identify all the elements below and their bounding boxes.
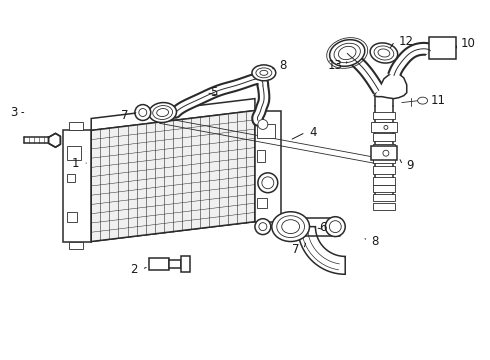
Polygon shape <box>91 99 255 130</box>
Ellipse shape <box>282 220 299 234</box>
Bar <box>255 111 281 222</box>
Bar <box>180 256 191 272</box>
Circle shape <box>259 223 267 231</box>
Bar <box>373 166 395 174</box>
Text: 6: 6 <box>319 221 327 234</box>
Polygon shape <box>374 73 407 99</box>
Ellipse shape <box>260 70 268 75</box>
Bar <box>257 125 275 138</box>
Ellipse shape <box>252 65 276 81</box>
Bar <box>429 37 456 59</box>
Circle shape <box>255 219 271 235</box>
Bar <box>257 150 265 162</box>
Ellipse shape <box>256 68 272 78</box>
Circle shape <box>384 125 388 129</box>
Bar <box>373 144 395 152</box>
Text: 7: 7 <box>292 243 299 256</box>
Bar <box>373 112 395 120</box>
Bar <box>68 174 75 182</box>
Text: 2: 2 <box>130 263 138 276</box>
Bar <box>371 146 397 160</box>
Bar <box>70 242 83 249</box>
Ellipse shape <box>370 43 398 63</box>
Text: 4: 4 <box>310 126 317 139</box>
Circle shape <box>325 217 345 237</box>
Circle shape <box>258 173 278 193</box>
Bar <box>68 146 81 160</box>
Text: 8: 8 <box>280 59 287 72</box>
Bar <box>371 122 397 132</box>
Bar <box>373 185 395 192</box>
Bar <box>373 155 395 163</box>
Ellipse shape <box>374 46 394 60</box>
Ellipse shape <box>417 97 428 104</box>
Bar <box>373 194 395 201</box>
Bar <box>373 122 395 130</box>
Bar <box>373 133 395 141</box>
Circle shape <box>262 177 274 189</box>
Text: 11: 11 <box>431 94 445 107</box>
Ellipse shape <box>153 105 172 120</box>
Polygon shape <box>49 133 60 147</box>
Bar <box>70 122 83 130</box>
Bar <box>63 130 91 242</box>
Circle shape <box>135 105 151 121</box>
Text: 10: 10 <box>460 37 475 50</box>
Text: 5: 5 <box>210 86 218 99</box>
Text: 9: 9 <box>407 159 414 172</box>
Bar <box>169 260 180 268</box>
Circle shape <box>258 120 268 129</box>
Ellipse shape <box>378 49 390 57</box>
Circle shape <box>383 150 389 156</box>
Bar <box>373 203 395 210</box>
Circle shape <box>329 221 341 233</box>
Text: 8: 8 <box>371 235 378 248</box>
Polygon shape <box>297 227 345 274</box>
Ellipse shape <box>330 40 365 66</box>
Circle shape <box>139 109 147 117</box>
Text: 12: 12 <box>399 35 414 48</box>
Ellipse shape <box>157 108 169 117</box>
Text: 1: 1 <box>72 157 79 170</box>
Polygon shape <box>91 212 255 242</box>
Ellipse shape <box>334 43 360 63</box>
Text: 13: 13 <box>327 59 342 72</box>
Bar <box>149 258 169 270</box>
Polygon shape <box>91 111 255 242</box>
Bar <box>373 177 395 185</box>
Ellipse shape <box>277 216 305 238</box>
Text: 3: 3 <box>10 106 18 119</box>
Ellipse shape <box>339 46 356 60</box>
Ellipse shape <box>272 212 310 242</box>
Ellipse shape <box>149 103 176 122</box>
Bar <box>257 198 267 208</box>
Bar <box>68 212 77 222</box>
Text: 7: 7 <box>122 109 129 122</box>
